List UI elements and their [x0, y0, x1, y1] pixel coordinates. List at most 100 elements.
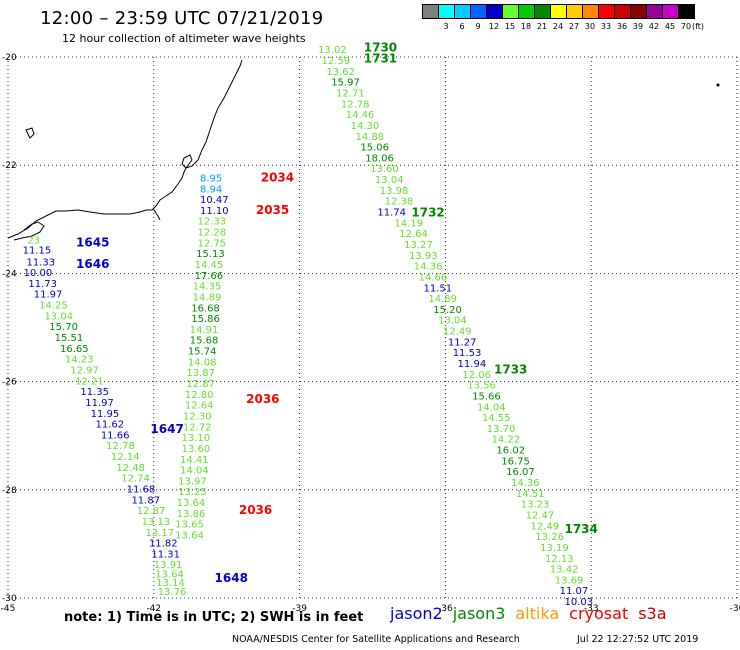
wave-height-value: 13.69 [555, 575, 584, 586]
wave-height-value: 14.55 [482, 413, 511, 424]
legend-swatch [662, 4, 679, 19]
track-a: 2311.1511.3310.0011.7311.9714.2513.0415.… [23, 235, 248, 597]
generated-timestamp: Jul 22 12:27:52 UTC 2019 [577, 634, 699, 645]
wave-height-value: 8.95 [200, 173, 222, 184]
legend-tick-label: 6 [459, 22, 465, 31]
legend-swatch [646, 4, 663, 19]
wave-height-value: 12.71 [336, 88, 365, 99]
satellite-legend: jason2 jason3 altika cryosat s3a [390, 604, 677, 623]
wave-height-value: 13.25 [178, 487, 207, 498]
lon-tick-label: -30 [730, 604, 740, 614]
wave-height-value: 14.66 [419, 272, 448, 283]
wave-height-value: 15.20 [433, 305, 462, 316]
wave-height-value: 16.68 [191, 303, 220, 314]
coastline [7, 59, 720, 241]
wave-height-value: 12.87 [137, 506, 166, 517]
wave-height-value: 14.35 [193, 282, 222, 293]
wave-height-value: 14.45 [195, 260, 224, 271]
wave-height-value: 11.33 [26, 257, 55, 268]
wave-height-value: 16.07 [506, 467, 535, 478]
legend-tick-label: 42 [648, 22, 660, 31]
wave-height-value: 14.19 [394, 218, 423, 229]
wave-height-value: 11.97 [85, 398, 114, 409]
satellite-name: jason2 [390, 604, 443, 623]
wave-height-value: 12.21 [75, 376, 104, 387]
wave-height-value: 13.76 [158, 587, 187, 598]
wave-height-value: 14.91 [190, 325, 219, 336]
wave-height-value: 12.30 [183, 411, 212, 422]
wave-height-value: 16.75 [501, 456, 530, 467]
wave-height-value: 13.14 [156, 578, 185, 589]
track-b: 8.958.9410.4711.1012.3312.2812.7515.1314… [175, 170, 294, 541]
wave-height-value: 14.36 [511, 478, 540, 489]
legend-swatch [598, 4, 615, 19]
wave-height-value: 12.72 [183, 422, 212, 433]
wave-height-value: 11.27 [448, 337, 477, 348]
page-title: 12:00 – 23:59 UTC 07/21/2019 [40, 8, 324, 29]
wave-height-value: 12.64 [399, 229, 428, 240]
wave-height-value: 12.49 [443, 327, 472, 338]
time-label: 2035 [256, 203, 289, 217]
lon-tick-label: -39 [292, 604, 307, 614]
legend-tick-label: 70 [680, 22, 692, 31]
wave-height-value: 15.86 [191, 314, 220, 325]
legend-swatch [454, 4, 471, 19]
wave-height-value: 13.60 [182, 444, 211, 455]
wave-height-value: 14.08 [188, 357, 217, 368]
wave-height-value: 11.95 [91, 409, 120, 420]
wave-height-value: 10.47 [200, 195, 229, 206]
wave-height-value: 13.26 [535, 532, 564, 543]
wave-height-value: 13.04 [44, 311, 73, 322]
legend-unit: (ft) [691, 22, 705, 31]
wave-height-value: 12.87 [186, 379, 215, 390]
lon-tick-label: -45 [1, 604, 16, 614]
wave-height-value: 16.02 [496, 446, 525, 457]
time-label: 2036 [246, 392, 279, 406]
wave-height-value: 13.87 [186, 368, 215, 379]
wave-height-value: 11.74 [377, 208, 406, 219]
wave-height-value: 11.35 [80, 387, 109, 398]
wave-height-value: 14.23 [65, 355, 94, 366]
wave-height-value: 15.70 [49, 322, 78, 333]
wave-height-value: 11.10 [200, 206, 229, 217]
time-label: 1646 [76, 257, 109, 271]
wave-height-value: 14.88 [355, 132, 384, 143]
wave-height-value: 11.31 [151, 549, 180, 560]
satellite-name: cryosat [569, 604, 629, 623]
satellite-name: jason3 [452, 604, 506, 623]
wave-height-value: 12.64 [185, 401, 214, 412]
wave-height-value: 13.65 [175, 520, 204, 531]
legend-tick-label: 9 [475, 22, 481, 31]
lat-tick-label: -28 [2, 486, 17, 496]
island-dot [716, 83, 720, 87]
lat-tick-label: -20 [2, 53, 17, 63]
lon-tick-label: -42 [146, 604, 161, 614]
wave-height-value: 13.04 [438, 316, 467, 327]
wave-height-value: 14.30 [351, 121, 380, 132]
satellite-name: altika [515, 604, 560, 623]
legend-tick-label: 21 [536, 22, 548, 31]
wave-height-value: 11.51 [424, 283, 453, 294]
lon-tick-label: -36 [438, 604, 453, 614]
wave-height-value: 11.73 [28, 279, 57, 290]
wave-height-value: 13.86 [177, 509, 206, 520]
legend-tick-label: 27 [568, 22, 580, 31]
wave-height-value: 13.17 [146, 528, 175, 539]
page-subtitle: 12 hour collection of altimeter wave hei… [62, 32, 306, 45]
wave-height-value: 11.15 [23, 245, 52, 256]
wave-height-value: 14.89 [193, 292, 222, 303]
wave-height-value: 11.07 [560, 586, 589, 597]
time-label: 1647 [150, 422, 183, 436]
wave-height-value: 15.13 [196, 249, 225, 260]
altimeter-tracks: 2311.1511.3310.0011.7311.9714.2513.0415.… [23, 41, 598, 608]
lat-tick-label: -26 [2, 378, 17, 388]
lat-tick-label: -30 [2, 594, 17, 604]
wave-height-value: 12.13 [545, 554, 574, 565]
wave-height-value: 13.64 [177, 498, 206, 509]
wave-height-value: 12.48 [116, 463, 145, 474]
wave-height-value: 13.04 [375, 175, 404, 186]
legend-swatch [630, 4, 647, 19]
legend-tick-label: 39 [632, 22, 644, 31]
legend-swatch [438, 4, 455, 19]
wave-height-value: 12.59 [321, 56, 350, 67]
